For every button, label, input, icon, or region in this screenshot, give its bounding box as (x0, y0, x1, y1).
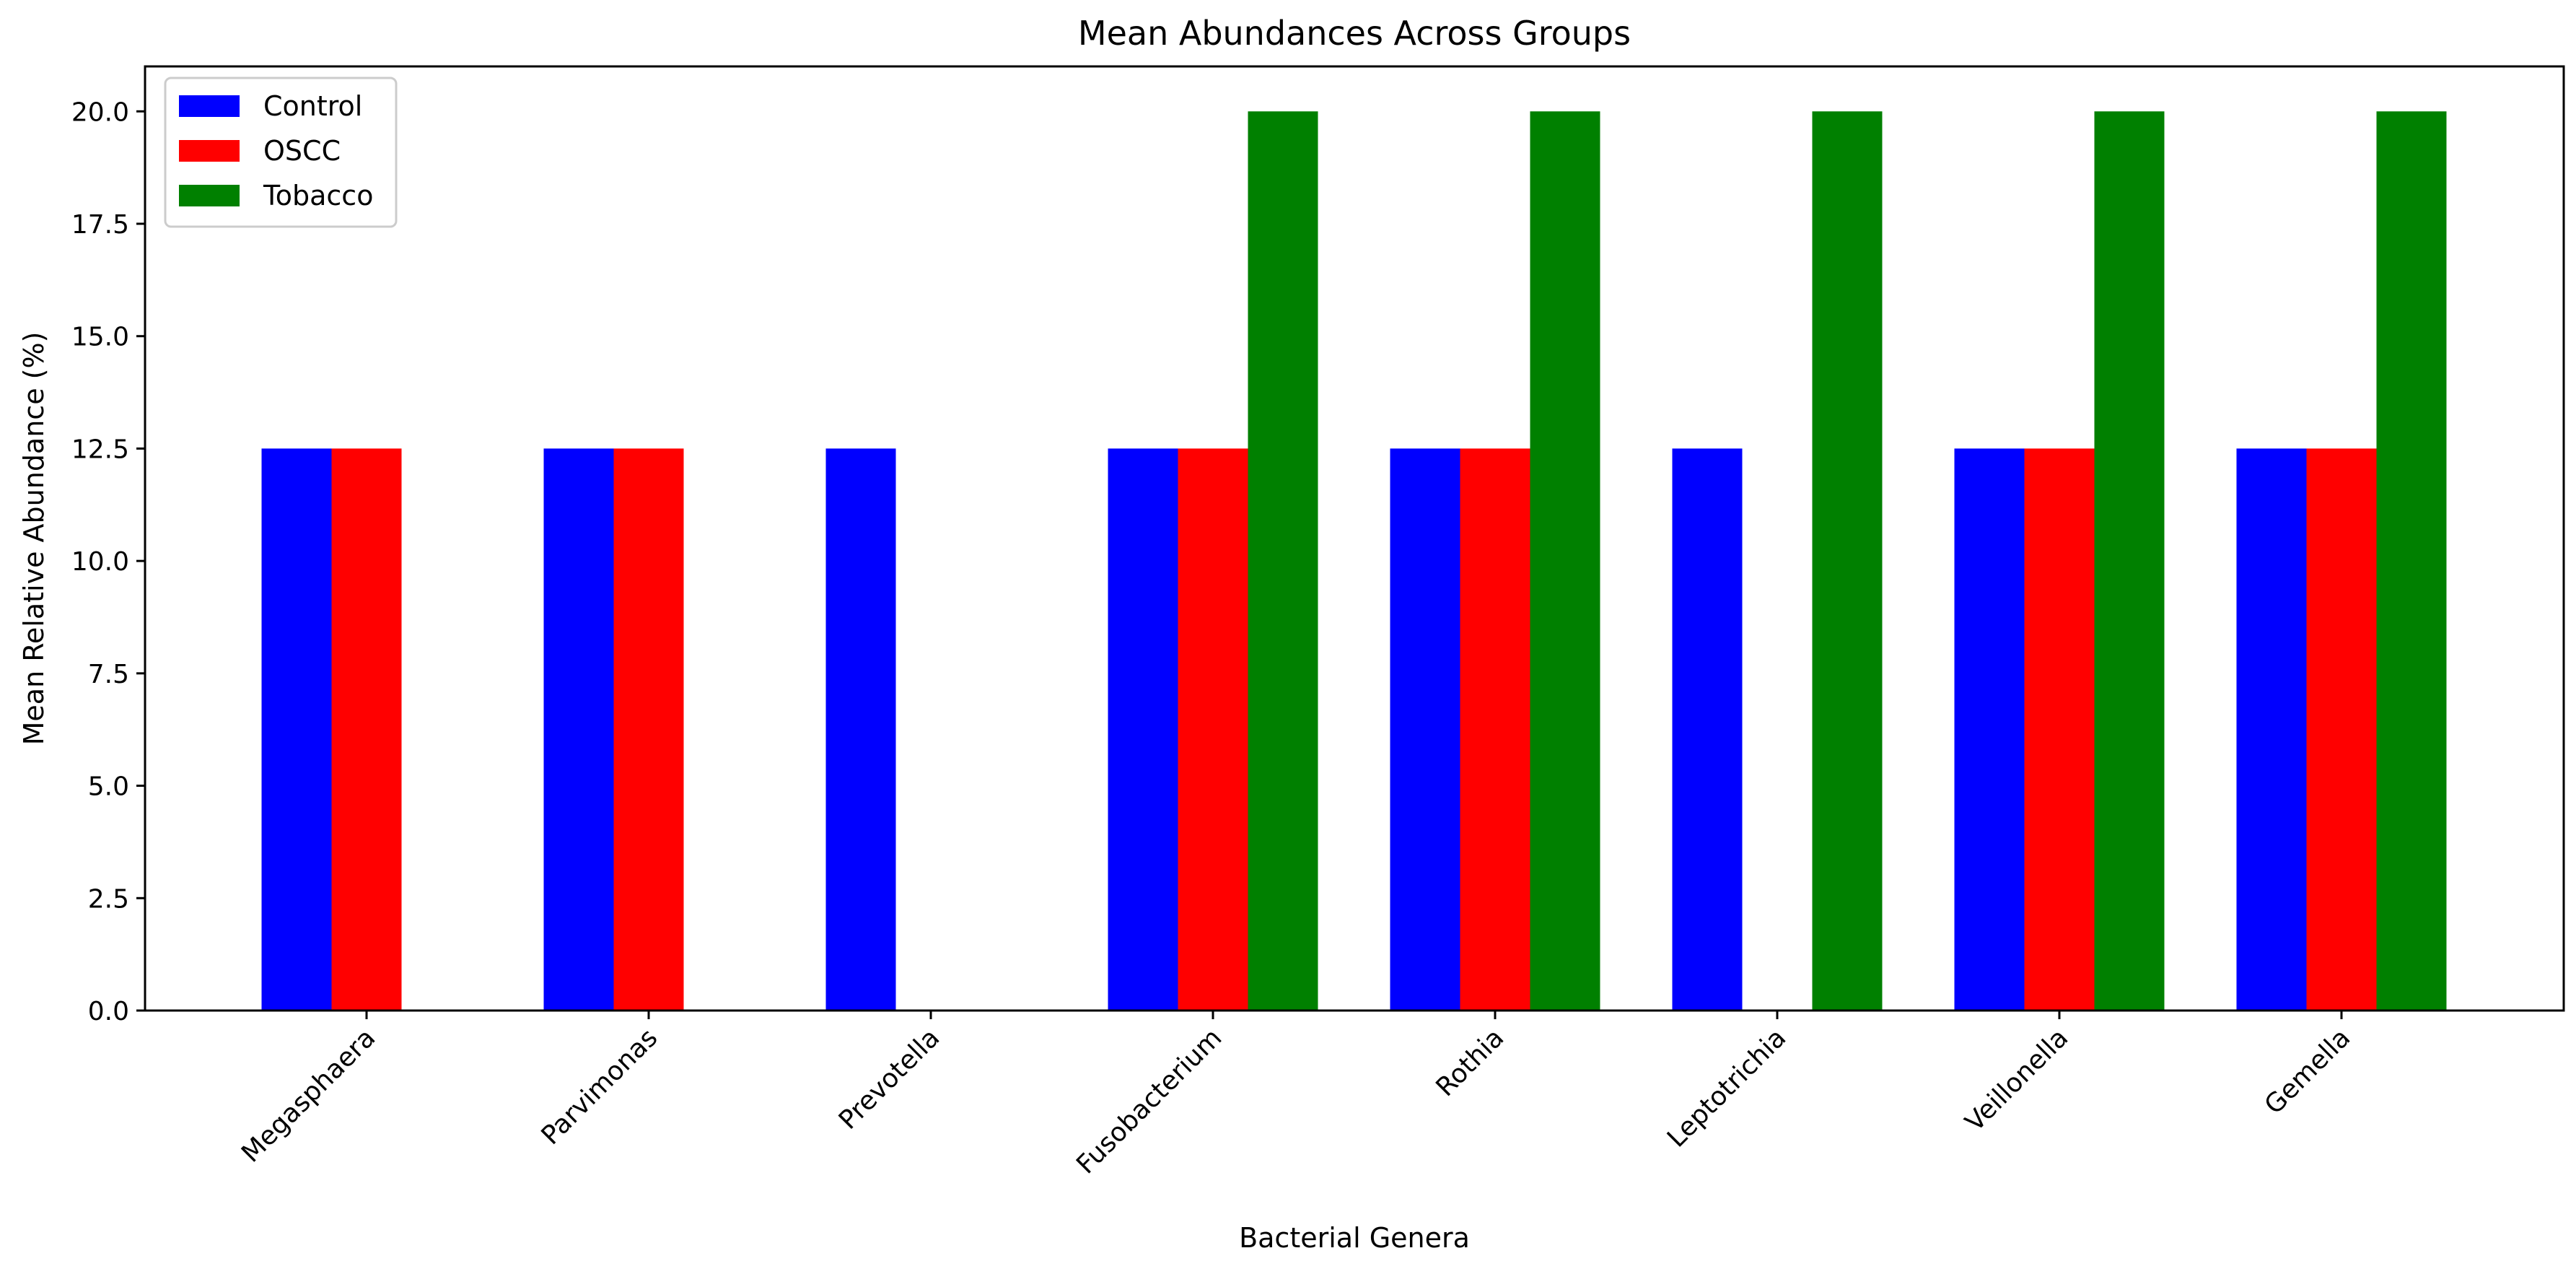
legend-swatch-oscc (179, 140, 240, 162)
y-tick-label: 5.0 (88, 772, 129, 802)
plot-area-frame (144, 65, 2565, 1012)
bar-oscc-rothia (1460, 448, 1530, 1011)
bar-tobacco-leptotrichia (1812, 111, 1883, 1011)
bar-tobacco-gemella (2376, 111, 2447, 1011)
bar-tobacco-rothia (1530, 111, 1600, 1011)
chart-title: Mean Abundances Across Groups (1078, 14, 1631, 53)
y-axis-ticks: 0.0 2.5 5.0 7.5 10.0 12.5 15.0 17.5 20.0 (71, 97, 145, 1026)
x-axis-label: Bacterial Genera (1239, 1222, 1470, 1254)
y-tick-label: 15.0 (71, 323, 129, 352)
y-axis-label: Mean Relative Abundance (%) (18, 332, 50, 746)
legend-label-oscc: OSCC (263, 135, 341, 167)
bar-tobacco-fusobacterium (1248, 111, 1318, 1011)
legend-swatch-control (179, 95, 240, 117)
bar-control-parvimonas (543, 448, 614, 1011)
bar-control-veillonella (1954, 448, 2025, 1011)
bar-oscc-parvimonas (613, 448, 684, 1011)
legend-swatch-tobacco (179, 185, 240, 206)
bar-oscc-gemella (2306, 448, 2377, 1011)
y-tick-label: 2.5 (88, 884, 129, 914)
y-tick-label: 10.0 (71, 547, 129, 577)
bar-control-fusobacterium (1108, 448, 1178, 1011)
bar-control-rothia (1390, 448, 1460, 1011)
bar-oscc-veillonella (2024, 448, 2095, 1011)
bar-control-megasphaera (261, 448, 332, 1011)
bar-control-gemella (2236, 448, 2307, 1011)
legend-label-tobacco: Tobacco (263, 180, 373, 211)
bar-control-prevotella (825, 448, 896, 1011)
bar-control-leptotrichia (1672, 448, 1743, 1011)
y-tick-label: 12.5 (71, 435, 129, 464)
bar-oscc-megasphaera (331, 448, 402, 1011)
bar-tobacco-veillonella (2094, 111, 2165, 1011)
bar-oscc-fusobacterium (1178, 448, 1248, 1011)
bars-group (261, 111, 2447, 1011)
legend-label-control: Control (263, 90, 362, 122)
y-tick-label: 0.0 (88, 997, 129, 1026)
legend: Control OSCC Tobacco (164, 77, 398, 228)
y-tick-label: 17.5 (71, 210, 129, 240)
y-tick-label: 20.0 (71, 97, 129, 127)
y-tick-label: 7.5 (88, 660, 129, 689)
